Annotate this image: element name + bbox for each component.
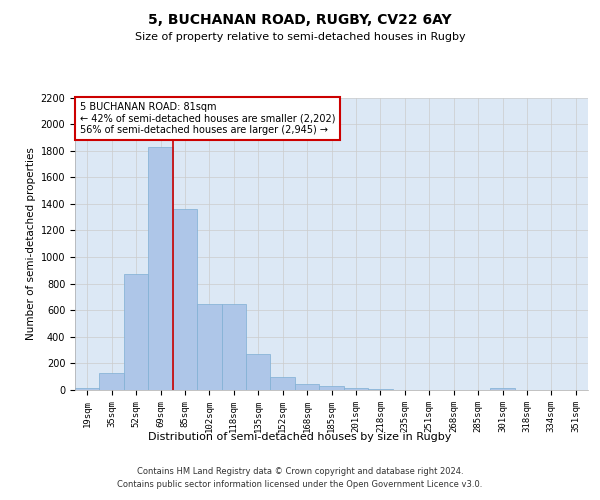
Bar <box>368 388 392 390</box>
Text: 5, BUCHANAN ROAD, RUGBY, CV22 6AY: 5, BUCHANAN ROAD, RUGBY, CV22 6AY <box>148 12 452 26</box>
Text: Size of property relative to semi-detached houses in Rugby: Size of property relative to semi-detach… <box>134 32 466 42</box>
Bar <box>221 304 246 390</box>
Bar <box>100 372 124 390</box>
Bar <box>246 354 271 390</box>
Bar <box>271 376 295 390</box>
Bar <box>344 388 368 390</box>
Bar <box>295 384 319 390</box>
Bar <box>75 388 100 390</box>
Bar <box>197 304 221 390</box>
Bar <box>173 209 197 390</box>
Y-axis label: Number of semi-detached properties: Number of semi-detached properties <box>26 148 37 340</box>
Bar <box>124 274 148 390</box>
Bar <box>490 388 515 390</box>
Bar <box>319 386 344 390</box>
Text: 5 BUCHANAN ROAD: 81sqm
← 42% of semi-detached houses are smaller (2,202)
56% of : 5 BUCHANAN ROAD: 81sqm ← 42% of semi-det… <box>80 102 335 135</box>
Text: Distribution of semi-detached houses by size in Rugby: Distribution of semi-detached houses by … <box>148 432 452 442</box>
Text: Contains HM Land Registry data © Crown copyright and database right 2024.: Contains HM Land Registry data © Crown c… <box>137 468 463 476</box>
Bar <box>148 146 173 390</box>
Text: Contains public sector information licensed under the Open Government Licence v3: Contains public sector information licen… <box>118 480 482 489</box>
